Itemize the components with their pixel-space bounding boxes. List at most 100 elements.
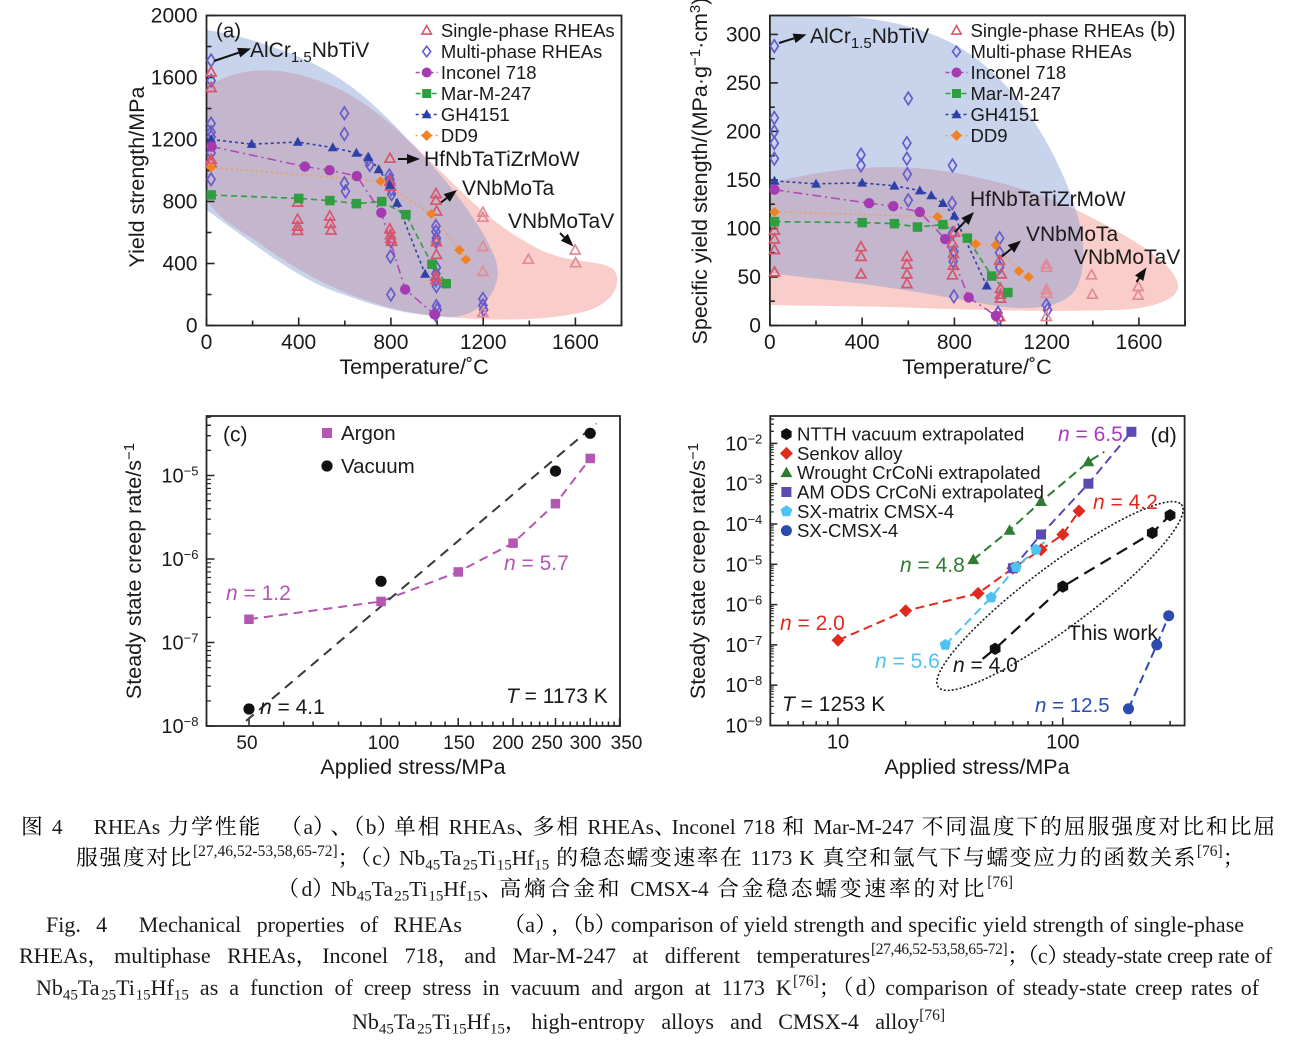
svg-text:Ta: Ta: [440, 846, 462, 870]
svg-text:150: 150: [443, 733, 475, 754]
svg-text:This work: This work: [1068, 622, 1158, 645]
svg-text:RHEAs: RHEAs: [441, 815, 515, 839]
svg-text:15: 15: [466, 889, 481, 905]
svg-text:RHEAs: RHEAs: [19, 943, 87, 968]
svg-text:[27,46,52-53,58,65-72]: [27,46,52-53,58,65-72]: [871, 941, 1008, 958]
svg-text:n = 4.8: n = 4.8: [900, 554, 965, 577]
svg-text:0: 0: [201, 331, 213, 354]
svg-text:15: 15: [490, 1022, 505, 1038]
svg-text:VNbMoTaV: VNbMoTaV: [1074, 246, 1180, 269]
svg-text:n = 12.5: n = 12.5: [1035, 694, 1110, 717]
svg-text:GH4151: GH4151: [971, 104, 1040, 125]
svg-text:10−7: 10−7: [161, 631, 198, 655]
svg-text:Ta: Ta: [78, 975, 100, 1000]
svg-text:RHEAs: RHEAs: [94, 815, 168, 839]
svg-text:Nb: Nb: [331, 877, 357, 901]
svg-text:10−7: 10−7: [725, 633, 762, 657]
svg-text:350: 350: [611, 733, 643, 754]
svg-text:Inconel 718: Inconel 718: [322, 943, 437, 968]
svg-text:Single-phase RHEAs: Single-phase RHEAs: [441, 20, 615, 41]
svg-text:25: 25: [394, 889, 409, 905]
svg-text:and Mar-M-247 at different tem: and Mar-M-247 at different temperatures: [464, 943, 870, 968]
svg-text:10−5: 10−5: [161, 464, 198, 488]
svg-text:25: 25: [101, 988, 116, 1004]
svg-text:15: 15: [174, 988, 189, 1004]
svg-text:Fig. 4: Fig. 4: [46, 912, 107, 937]
svg-text:(c): (c): [223, 424, 248, 447]
svg-text:Argon: Argon: [341, 422, 396, 445]
svg-text:45: 45: [425, 858, 440, 874]
svg-text:45: 45: [357, 889, 372, 905]
svg-text:1200: 1200: [460, 331, 507, 354]
svg-text:25: 25: [463, 858, 478, 874]
svg-text:d: d: [302, 877, 313, 901]
svg-text:150: 150: [726, 169, 761, 192]
svg-text:n = 2.0: n = 2.0: [780, 612, 845, 635]
svg-text:300: 300: [726, 23, 761, 46]
svg-text:15: 15: [136, 988, 151, 1004]
svg-text:d: d: [856, 975, 867, 1000]
svg-text:400: 400: [162, 253, 197, 276]
svg-text:0: 0: [764, 331, 776, 354]
svg-text:b: b: [584, 912, 595, 937]
svg-text:[76]: [76]: [793, 973, 819, 990]
svg-text:0: 0: [749, 315, 761, 338]
svg-text:VNbMoTaV: VNbMoTaV: [508, 210, 614, 233]
svg-text:[76]: [76]: [1197, 843, 1223, 860]
svg-text:200: 200: [492, 733, 524, 754]
svg-text:n = 5.7: n = 5.7: [504, 552, 569, 575]
svg-text:comparison of steady-state cre: comparison of steady-state creep rates o…: [885, 975, 1259, 1000]
svg-text:T = 1173 K: T = 1173 K: [506, 685, 608, 708]
svg-text:SX-matrix CMSX-4: SX-matrix CMSX-4: [797, 501, 954, 522]
svg-text:10−4: 10−4: [725, 512, 762, 536]
svg-text:Mar-M-247: Mar-M-247: [971, 83, 1061, 104]
svg-text:1173 K: 1173 K: [743, 846, 821, 870]
svg-text:4: 4: [45, 815, 70, 839]
svg-text:Ti: Ti: [116, 975, 135, 1000]
svg-text:Ti: Ti: [409, 877, 427, 901]
svg-text:steady-state creep rate of: steady-state creep rate of: [1063, 943, 1273, 968]
svg-text:400: 400: [281, 331, 316, 354]
svg-text:NTTH vacuum extrapolated: NTTH vacuum extrapolated: [797, 424, 1024, 445]
svg-text:800: 800: [373, 331, 408, 354]
svg-text:Mechanical properties of RHEAs: Mechanical properties of RHEAs: [139, 912, 462, 937]
svg-text:800: 800: [937, 331, 972, 354]
svg-text:T = 1253 K: T = 1253 K: [782, 693, 885, 716]
svg-text:VNbMoTa: VNbMoTa: [462, 177, 555, 200]
svg-text:a: a: [525, 912, 535, 937]
svg-text:10: 10: [827, 732, 849, 754]
svg-text:100: 100: [1046, 732, 1079, 754]
svg-text:n = 6.5: n = 6.5: [1058, 423, 1123, 446]
svg-text:200: 200: [726, 120, 761, 143]
svg-text:(d): (d): [1151, 424, 1177, 448]
svg-text:1600: 1600: [552, 331, 599, 354]
svg-text:Mar-M-247: Mar-M-247: [441, 83, 531, 104]
svg-text:Ti: Ti: [432, 1009, 451, 1034]
svg-text:n = 4.1: n = 4.1: [260, 696, 325, 719]
svg-text:Specific yield stength/(MPa·g−: Specific yield stength/(MPa·g−1·cm3): [687, 0, 712, 344]
svg-text:AlCr1.5NbTiV: AlCr1.5NbTiV: [250, 39, 369, 66]
svg-text:1600: 1600: [151, 67, 198, 90]
svg-text:a: a: [304, 815, 314, 839]
svg-text:2000: 2000: [151, 5, 198, 28]
svg-text:DD9: DD9: [971, 125, 1008, 146]
svg-text:multiphase RHEAs: multiphase RHEAs: [114, 943, 295, 968]
svg-text:Mar-M-247: Mar-M-247: [806, 815, 921, 839]
svg-text:10−8: 10−8: [725, 673, 762, 697]
svg-text:Ti: Ti: [478, 846, 496, 870]
svg-text:as a function of creep stress: as a function of creep stress in vacuum …: [189, 975, 792, 1000]
svg-text:Steady state creep rate/s−1: Steady state creep rate/s−1: [121, 443, 146, 699]
svg-text:[76]: [76]: [919, 1007, 945, 1024]
svg-text:45: 45: [63, 988, 78, 1004]
svg-text:[27,46,52-53,58,65-72]: [27,46,52-53,58,65-72]: [193, 843, 338, 860]
svg-text:b: b: [366, 815, 377, 839]
svg-text:HfNbTaTiZrMoW: HfNbTaTiZrMoW: [424, 148, 580, 171]
svg-text:Hf: Hf: [467, 1009, 491, 1034]
svg-text:Single-phase RHEAs: Single-phase RHEAs: [971, 20, 1145, 41]
svg-text:45: 45: [379, 1022, 394, 1038]
svg-text:n = 1.2: n = 1.2: [226, 582, 291, 605]
svg-text:c: c: [1038, 943, 1048, 968]
svg-text:Wrought CrCoNi extrapolated: Wrought CrCoNi extrapolated: [797, 462, 1041, 483]
svg-text:Applied stress/MPa: Applied stress/MPa: [884, 755, 1069, 779]
svg-text:300: 300: [570, 733, 602, 754]
